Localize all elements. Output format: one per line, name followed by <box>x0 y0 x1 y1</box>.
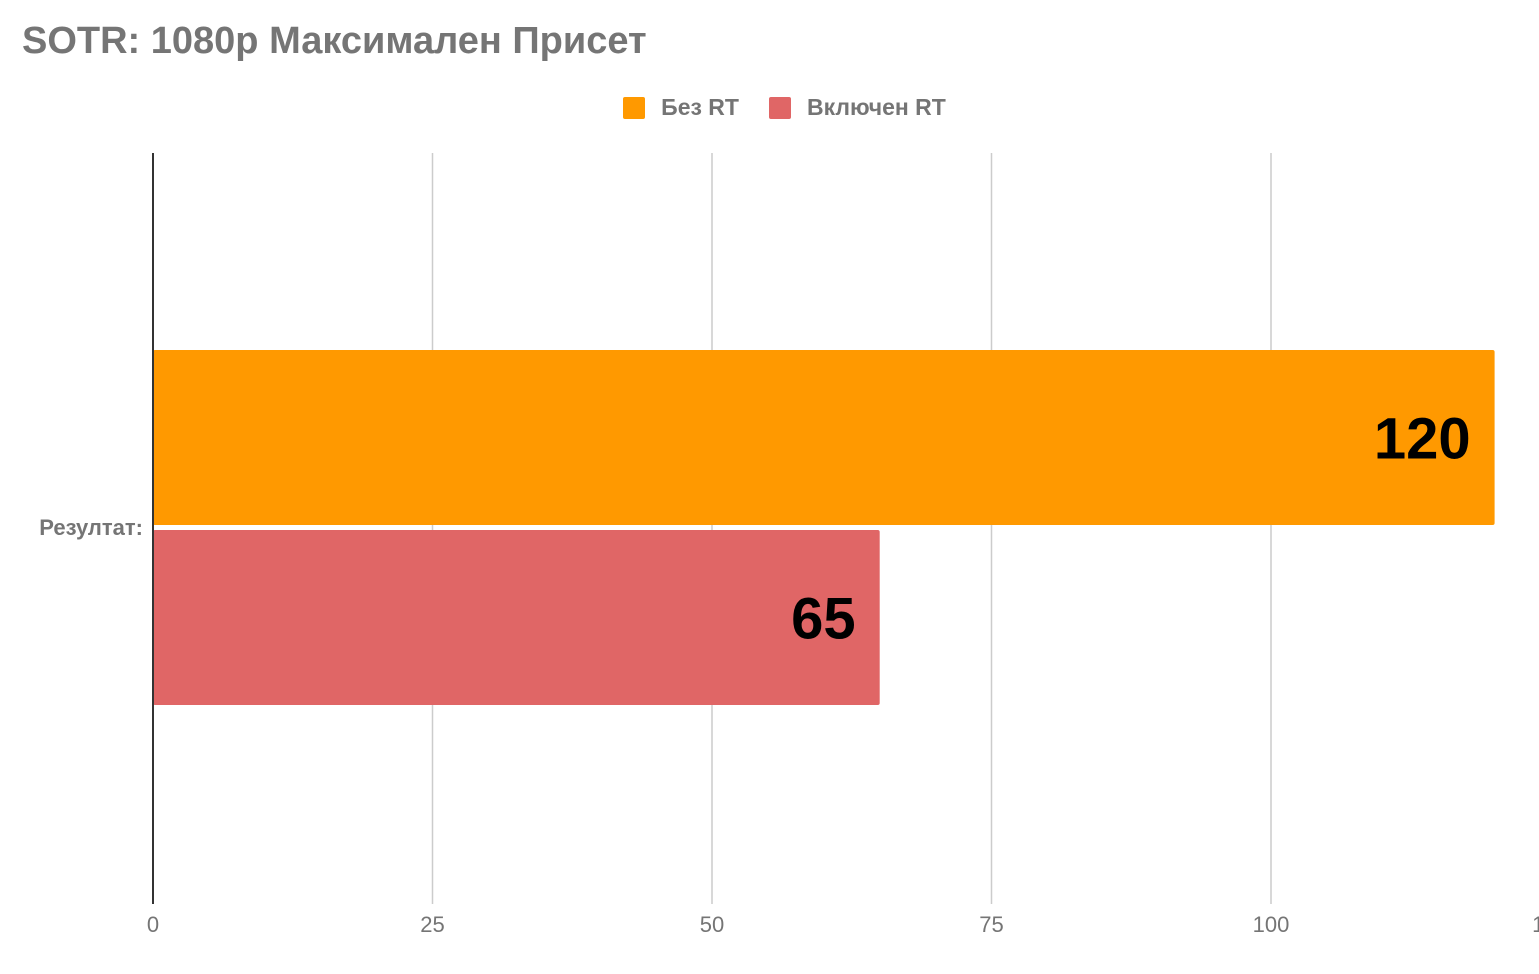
legend-item-series-1[interactable]: Без RT <box>623 94 739 121</box>
legend-swatch-series-1 <box>623 96 646 119</box>
chart-title: SOTR: 1080p Максимален Присет <box>22 20 647 62</box>
legend-swatch-series-2 <box>768 96 791 119</box>
x-tick-label-75: 75 <box>979 912 1003 937</box>
x-tick-label-25: 25 <box>420 912 444 937</box>
legend: Без RT Включен RT <box>0 94 1539 121</box>
x-tick-label-125: 125 <box>1532 912 1539 937</box>
legend-label-series-1: Без RT <box>661 94 739 120</box>
data-label-series-2: 65 <box>791 587 856 652</box>
legend-item-series-2[interactable]: Включен RT <box>768 94 946 121</box>
data-label-series-1: 120 <box>1374 407 1471 472</box>
category-label: Резултат: <box>39 515 143 540</box>
x-tick-label-50: 50 <box>700 912 724 937</box>
bar-series-1 <box>153 350 1495 525</box>
legend-label-series-2: Включен RT <box>806 94 946 120</box>
bar-series-2 <box>153 530 880 705</box>
x-tick-label-0: 0 <box>147 912 159 937</box>
x-tick-label-100: 100 <box>1253 912 1290 937</box>
